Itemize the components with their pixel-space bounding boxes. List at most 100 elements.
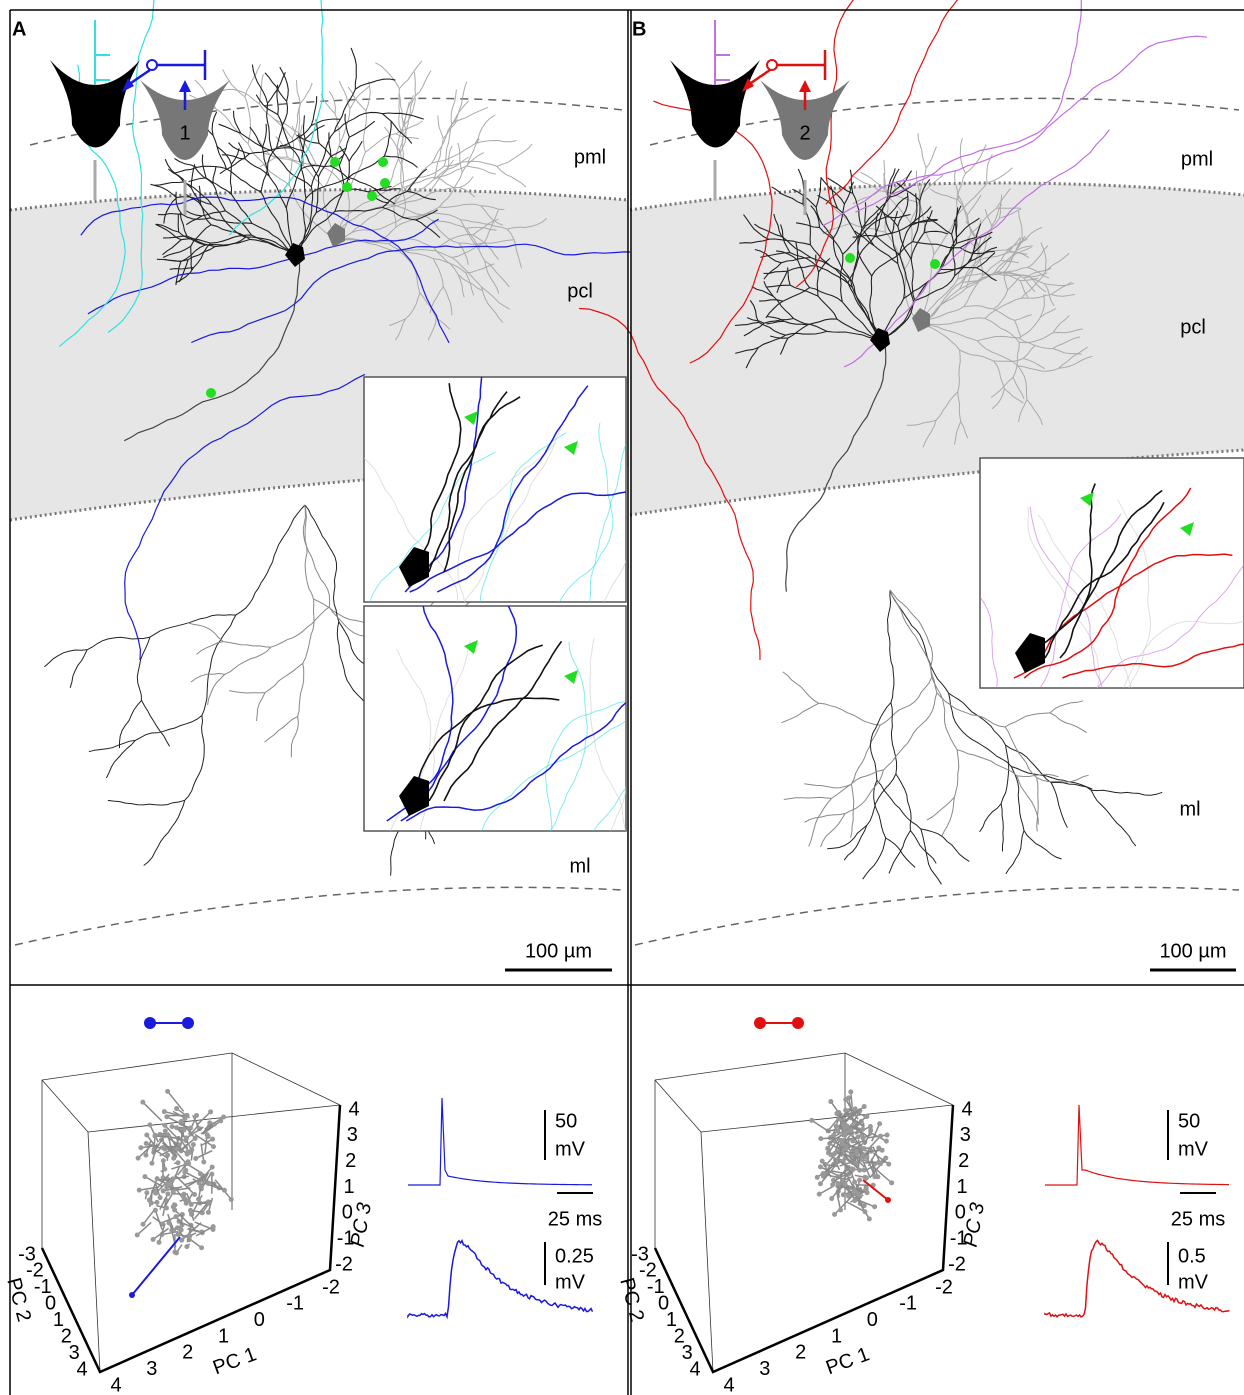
pca-tip [841,1192,846,1197]
pca-tip [206,1134,211,1139]
pca-tip [172,1250,177,1255]
pca-tip [852,1198,857,1203]
pca-tip [832,1151,837,1156]
pca-tip [872,1174,877,1179]
pca-tick-label: 3 [146,1358,157,1380]
pca-tip [165,1191,170,1196]
pca-tip [852,1188,857,1193]
pca-tip [141,1222,146,1227]
pca-tip [162,1123,167,1128]
pca-tick-label: 0 [254,1309,265,1331]
pca-tip [854,1151,859,1156]
pca-tip [188,1208,193,1213]
pca-tip [864,1114,869,1119]
pca-tip [820,1159,825,1164]
layer-label: pcl [1180,316,1206,338]
pca-tick-label: 0 [867,1309,878,1331]
pca-tip [832,1212,837,1217]
scale-label: mV [1178,1271,1209,1293]
pca-tip [153,1134,158,1139]
pca-tip [829,1196,834,1201]
pca-tip [849,1166,854,1171]
pca-tip [179,1119,184,1124]
contact-dot [380,178,390,188]
scale-label: mV [555,1271,586,1293]
pca-tip [862,1167,867,1172]
pca-tip [165,1089,170,1094]
contact-dot [378,157,388,167]
pca-tip [848,1089,853,1094]
pca-tip [171,1204,176,1209]
pca-tip [149,1200,154,1205]
pca-tip [862,1104,867,1109]
pca-tip [184,1135,189,1140]
pca-tip [209,1172,214,1177]
contact-dot [930,259,940,269]
pca-tip [846,1095,851,1100]
scale-label: mV [555,1138,586,1160]
pca-tip [155,1176,160,1181]
scale-label: 0.25 [555,1245,594,1267]
pca-tip [840,1138,845,1143]
contact-dot [330,157,340,167]
pca-tip [149,1161,154,1166]
pca-tip [201,1160,206,1165]
icon-label: 2 [709,110,720,132]
layer-label: pml [574,146,606,168]
contact-dot [206,388,216,398]
pca-tick-label: 3 [759,1358,770,1380]
contact-dot [342,182,352,192]
pca-tip [186,1198,191,1203]
pca-tip [828,1099,833,1104]
pca-tick-label: -2 [935,1276,953,1298]
pca-tip [862,1209,867,1214]
pca-tip [835,1181,840,1186]
pca-tip [140,1100,145,1105]
pca-tick-label: -1 [899,1293,917,1315]
pca-tip [867,1216,872,1221]
pca-tip [174,1106,179,1111]
pca-tip [883,1155,888,1160]
pca-tip [229,1197,234,1202]
pca-tip [860,1127,865,1132]
pca-tip [198,1171,203,1176]
pca-tip [138,1145,143,1150]
layer-label: ml [569,855,590,877]
layer-label: ml [1179,798,1200,820]
scale-label: 50 [555,1110,577,1132]
pca-tip [153,1208,158,1213]
pca-tip [196,1197,201,1202]
dendrite [178,214,179,232]
pca-tip [176,1232,181,1237]
pca-tip [143,1153,148,1158]
pca-tip [191,1142,196,1147]
pca-tip [872,1204,877,1209]
pca-tip [818,1181,823,1186]
pca-tip [163,1147,168,1152]
scale-label: 25 ms [548,1208,602,1230]
pca-tick-label: 2 [795,1342,806,1364]
mean-tip [129,1292,135,1298]
dendrite [884,160,885,190]
pca-tip [194,1113,199,1118]
pca-tip [868,1128,873,1133]
icon-plus [767,60,777,70]
pca-tip [876,1145,881,1150]
pca-tip [809,1118,814,1123]
icon-label: 1 [179,122,190,144]
pca-tip [210,1165,215,1170]
pca-tip [835,1129,840,1134]
pca-tip [838,1208,843,1213]
pre-cell [144,1017,156,1029]
pca-tip [212,1122,217,1127]
pca-tip [157,1240,162,1245]
pca-tick-label: 1 [218,1325,229,1347]
pca-tick-label: -2 [948,1253,966,1275]
pca-tip [183,1168,188,1173]
pca-tip [818,1164,823,1169]
pca-tick-label: 2 [182,1342,193,1364]
pca-tip [877,1121,882,1126]
pca-tick-label: 1 [831,1325,842,1347]
pca-tip [208,1109,213,1114]
scale-label: mV [1178,1138,1209,1160]
